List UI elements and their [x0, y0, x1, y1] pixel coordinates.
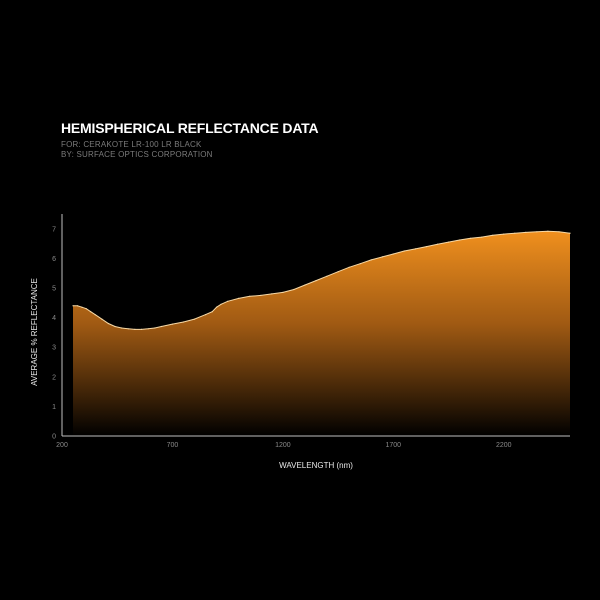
data-point	[140, 328, 143, 330]
x-tick-label: 2200	[496, 442, 512, 449]
data-point	[94, 314, 96, 316]
data-point	[326, 275, 328, 277]
data-point	[238, 297, 240, 299]
plot-area	[72, 230, 571, 436]
y-axis-label: AVERAGE % REFLECTANCE	[30, 278, 39, 386]
data-point	[147, 328, 149, 330]
data-point	[193, 318, 196, 320]
data-point	[154, 327, 156, 329]
axis-ticks: 200 700 1200 1700 2200 0 1 2 3 4 5 6 7	[52, 226, 512, 449]
data-point	[76, 305, 79, 307]
y-tick-label: 4	[52, 315, 56, 322]
y-tick-label: 5	[52, 286, 56, 293]
y-tick-label: 6	[52, 256, 56, 263]
data-point	[359, 263, 361, 265]
data-point	[134, 328, 136, 330]
data-point	[90, 311, 92, 313]
data-point	[503, 233, 505, 235]
data-point	[304, 284, 306, 286]
x-axis-label: WAVELENGTH (nm)	[279, 461, 353, 470]
chart-subtitle-material: FOR: CERAKOTE LR-100 LR BLACK	[61, 140, 202, 149]
data-point	[558, 231, 560, 233]
y-tick-label: 3	[52, 345, 56, 352]
data-point	[293, 288, 295, 291]
data-point	[447, 241, 450, 243]
data-point	[121, 327, 123, 329]
data-point	[492, 234, 494, 236]
y-tick-label: 2	[52, 374, 56, 381]
data-point	[101, 318, 103, 320]
chart-subtitle-source: BY: SURFACE OPTICS CORPORATION	[61, 150, 213, 159]
data-point	[348, 266, 350, 268]
data-point	[211, 311, 213, 313]
data-point	[459, 239, 461, 241]
data-point	[315, 280, 317, 282]
data-point	[514, 232, 516, 234]
data-point	[171, 323, 173, 325]
data-point	[425, 246, 427, 248]
data-point	[81, 306, 83, 308]
data-point	[337, 271, 339, 273]
x-tick-label: 1700	[386, 442, 402, 449]
data-point	[85, 308, 87, 310]
data-point	[227, 300, 229, 302]
y-tick-label: 7	[52, 226, 56, 233]
data-point	[569, 232, 571, 234]
x-tick-label: 1200	[275, 442, 291, 449]
data-point	[72, 305, 74, 307]
x-tick-label: 200	[56, 442, 68, 449]
data-point	[216, 306, 218, 308]
data-point	[547, 230, 549, 232]
data-point	[414, 248, 416, 250]
data-point	[182, 321, 185, 323]
reflectance-area-0	[73, 231, 570, 436]
data-point	[271, 293, 273, 295]
y-tick-label: 1	[52, 404, 56, 411]
data-point	[114, 325, 116, 328]
data-point	[260, 294, 262, 296]
data-point	[107, 322, 109, 325]
data-point	[403, 250, 405, 252]
data-point	[525, 231, 527, 233]
data-point	[220, 303, 222, 305]
y-tick-label: 0	[52, 434, 56, 441]
chart-title: HEMISPHERICAL REFLECTANCE DATA	[61, 120, 319, 136]
x-tick-label: 700	[167, 442, 179, 449]
data-point	[282, 291, 284, 293]
data-point	[370, 259, 372, 261]
data-point	[249, 295, 251, 297]
data-point	[205, 314, 207, 316]
data-point	[160, 325, 162, 328]
data-point	[127, 328, 129, 330]
data-point	[381, 256, 383, 258]
data-point	[481, 236, 483, 238]
data-point	[436, 243, 439, 245]
data-point	[536, 231, 538, 233]
data-point	[470, 237, 472, 239]
data-point	[392, 253, 394, 255]
